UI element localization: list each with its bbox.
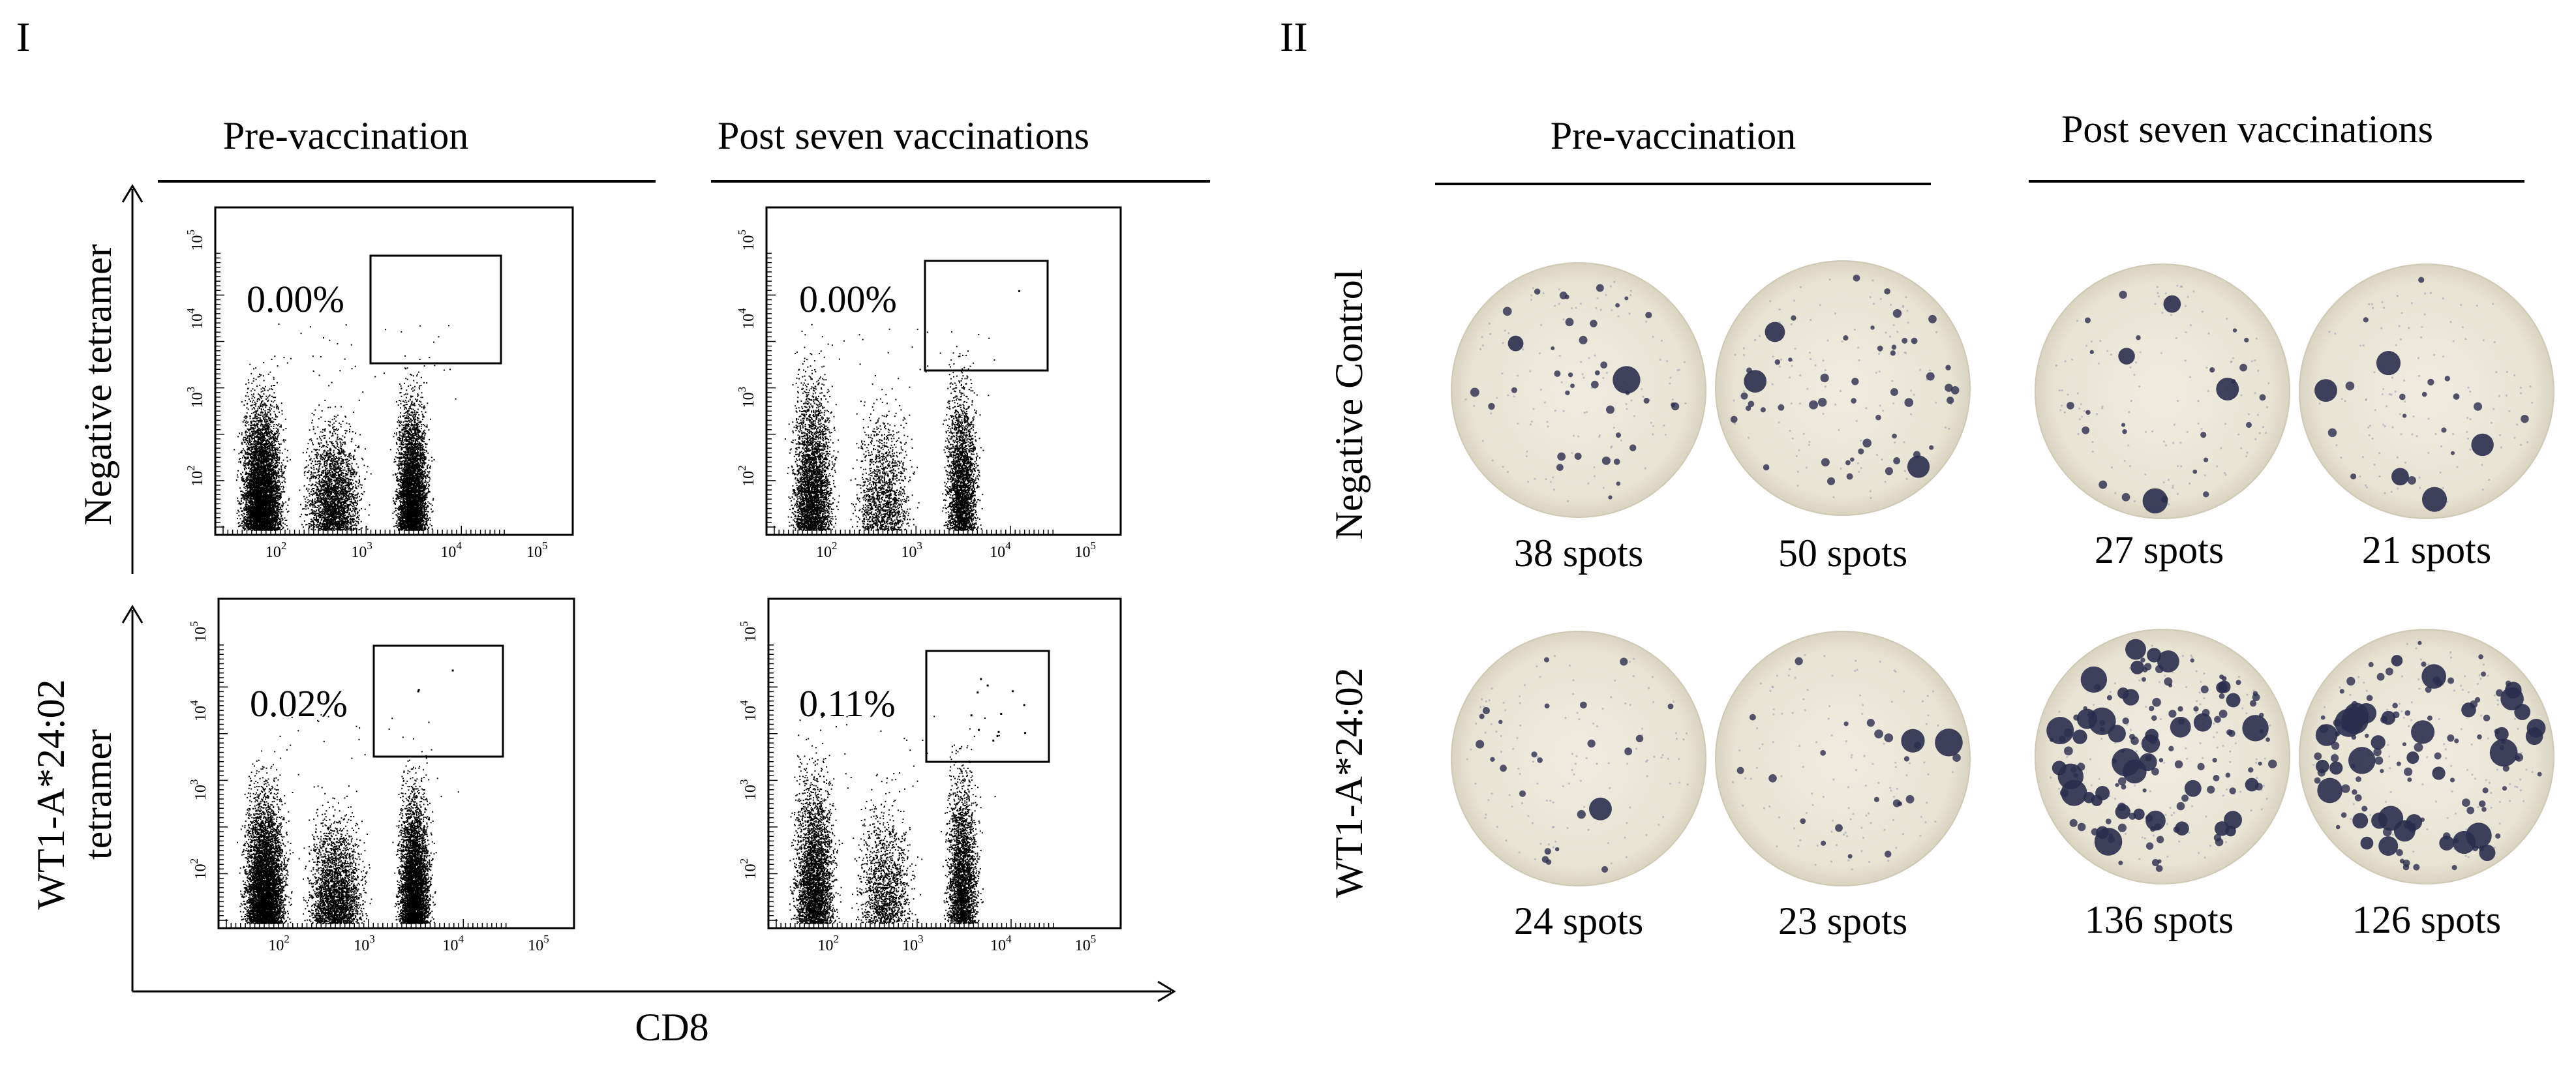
row-label-negative-control: Negative Control [1327, 269, 1371, 540]
spot-count-wt1-pre-2: 23 spots [1778, 899, 1907, 943]
gate-pct-wt1-pre: 0.02% [250, 682, 348, 725]
y-tick-label: 105 [738, 621, 759, 642]
gate-box [924, 260, 1049, 372]
row-label-wt1-line2: tetramer [76, 729, 119, 860]
spot-count-negative-pre-1: 38 spots [1514, 532, 1643, 575]
gate-box [369, 254, 502, 365]
y-tick-label: 102 [185, 465, 206, 487]
x-tick-label: 105 [1075, 933, 1097, 954]
y-tick-label: 102 [736, 465, 757, 487]
y-tick-label: 105 [185, 230, 206, 251]
elispot-well [1715, 260, 1971, 516]
y-tick-label: 104 [736, 308, 757, 329]
x-tick-label: 104 [440, 539, 462, 561]
flow-plot-negative-post: 102 103 104 105 102 103 104 105 [736, 206, 1122, 561]
gate-pct-wt1-post: 0.11% [799, 682, 896, 725]
x-tick-label: 102 [265, 539, 287, 561]
elispot-well [2035, 629, 2290, 884]
elispot-well [1451, 262, 1706, 518]
gate-pct-negative-pre: 0.00% [247, 278, 344, 320]
y-tick-label: 104 [738, 700, 759, 721]
x-axis-label-cd8: CD8 [635, 1006, 708, 1049]
gate-box [925, 650, 1050, 763]
x-tick-label: 103 [351, 539, 372, 561]
y-tick-label: 104 [185, 308, 206, 329]
y-tick-label: 104 [188, 700, 209, 721]
x-tick-label: 103 [901, 539, 922, 561]
spot-count-negative-post-1: 27 spots [2095, 528, 2224, 571]
panel-I-header-pre: Pre-vaccination [223, 114, 469, 157]
x-tick-label: 104 [990, 539, 1011, 561]
flow-plot-negative-pre: 102 103 104 105 102 103 104 105 [185, 206, 574, 561]
spot-count-wt1-post-1: 136 spots [2085, 898, 2234, 941]
event-dots [789, 678, 1027, 924]
spot-count-wt1-pre-1: 24 spots [1514, 899, 1643, 943]
x-tick-label: 102 [816, 539, 838, 561]
elispot-wells [1451, 260, 2554, 886]
panel-II-header-pre: Pre-vaccination [1551, 114, 1796, 157]
y-tick-label: 102 [738, 858, 759, 880]
gate-pct-negative-post: 0.00% [799, 278, 897, 320]
y-tick-label: 105 [188, 621, 209, 642]
y-tick-label: 103 [738, 779, 759, 801]
x-tick-label: 105 [528, 933, 549, 954]
elispot-well [2299, 629, 2554, 884]
panel-II-header-post: Post seven vaccinations [2061, 108, 2433, 151]
x-tick-label: 105 [1074, 539, 1096, 561]
x-tick-label: 105 [526, 539, 548, 561]
spot-count-wt1-post-2: 126 spots [2352, 898, 2501, 941]
elispot-well [2035, 264, 2290, 519]
x-tick-label: 102 [818, 933, 840, 954]
x-axis-arrow [132, 980, 1176, 1003]
event-dots [784, 290, 1021, 531]
elispot-well [1451, 631, 1706, 886]
x-tick-label: 103 [354, 933, 375, 954]
spot-count-negative-post-2: 21 spots [2362, 528, 2491, 571]
x-tick-label: 104 [990, 933, 1012, 954]
y-tick-label: 103 [736, 387, 757, 408]
flow-plot-wt1-post: 102 103 104 105 102 103 104 105 [738, 597, 1122, 954]
x-tick-label: 102 [268, 933, 290, 954]
x-tick-label: 103 [902, 933, 924, 954]
y-tick-label: 103 [188, 779, 209, 801]
row-label-negative-tetramer: Negative tetramer [76, 244, 119, 525]
y-axis-arrow-top [121, 184, 144, 574]
elispot-well [1715, 631, 1971, 886]
panel-II-label: II [1280, 14, 1308, 60]
y-tick-label: 103 [185, 387, 206, 408]
y-tick-label: 102 [188, 858, 209, 880]
row-label-wt1-elispot: WT1-A*24:02 [1327, 667, 1371, 898]
gate-box [372, 644, 504, 758]
event-dots [234, 323, 457, 531]
event-dots [237, 669, 459, 924]
x-tick-label: 104 [442, 933, 464, 954]
flow-plot-wt1-pre: 102 103 104 105 102 103 104 105 [188, 597, 575, 954]
panel-I-label: I [16, 14, 30, 60]
elispot-well [2299, 264, 2554, 519]
y-tick-label: 105 [736, 230, 757, 251]
panel-I-header-post: Post seven vaccinations [718, 114, 1089, 157]
y-axis-arrow-bottom [121, 605, 144, 991]
row-label-wt1-line1: WT1-A*24:02 [29, 679, 72, 909]
spot-count-negative-pre-2: 50 spots [1778, 532, 1907, 575]
